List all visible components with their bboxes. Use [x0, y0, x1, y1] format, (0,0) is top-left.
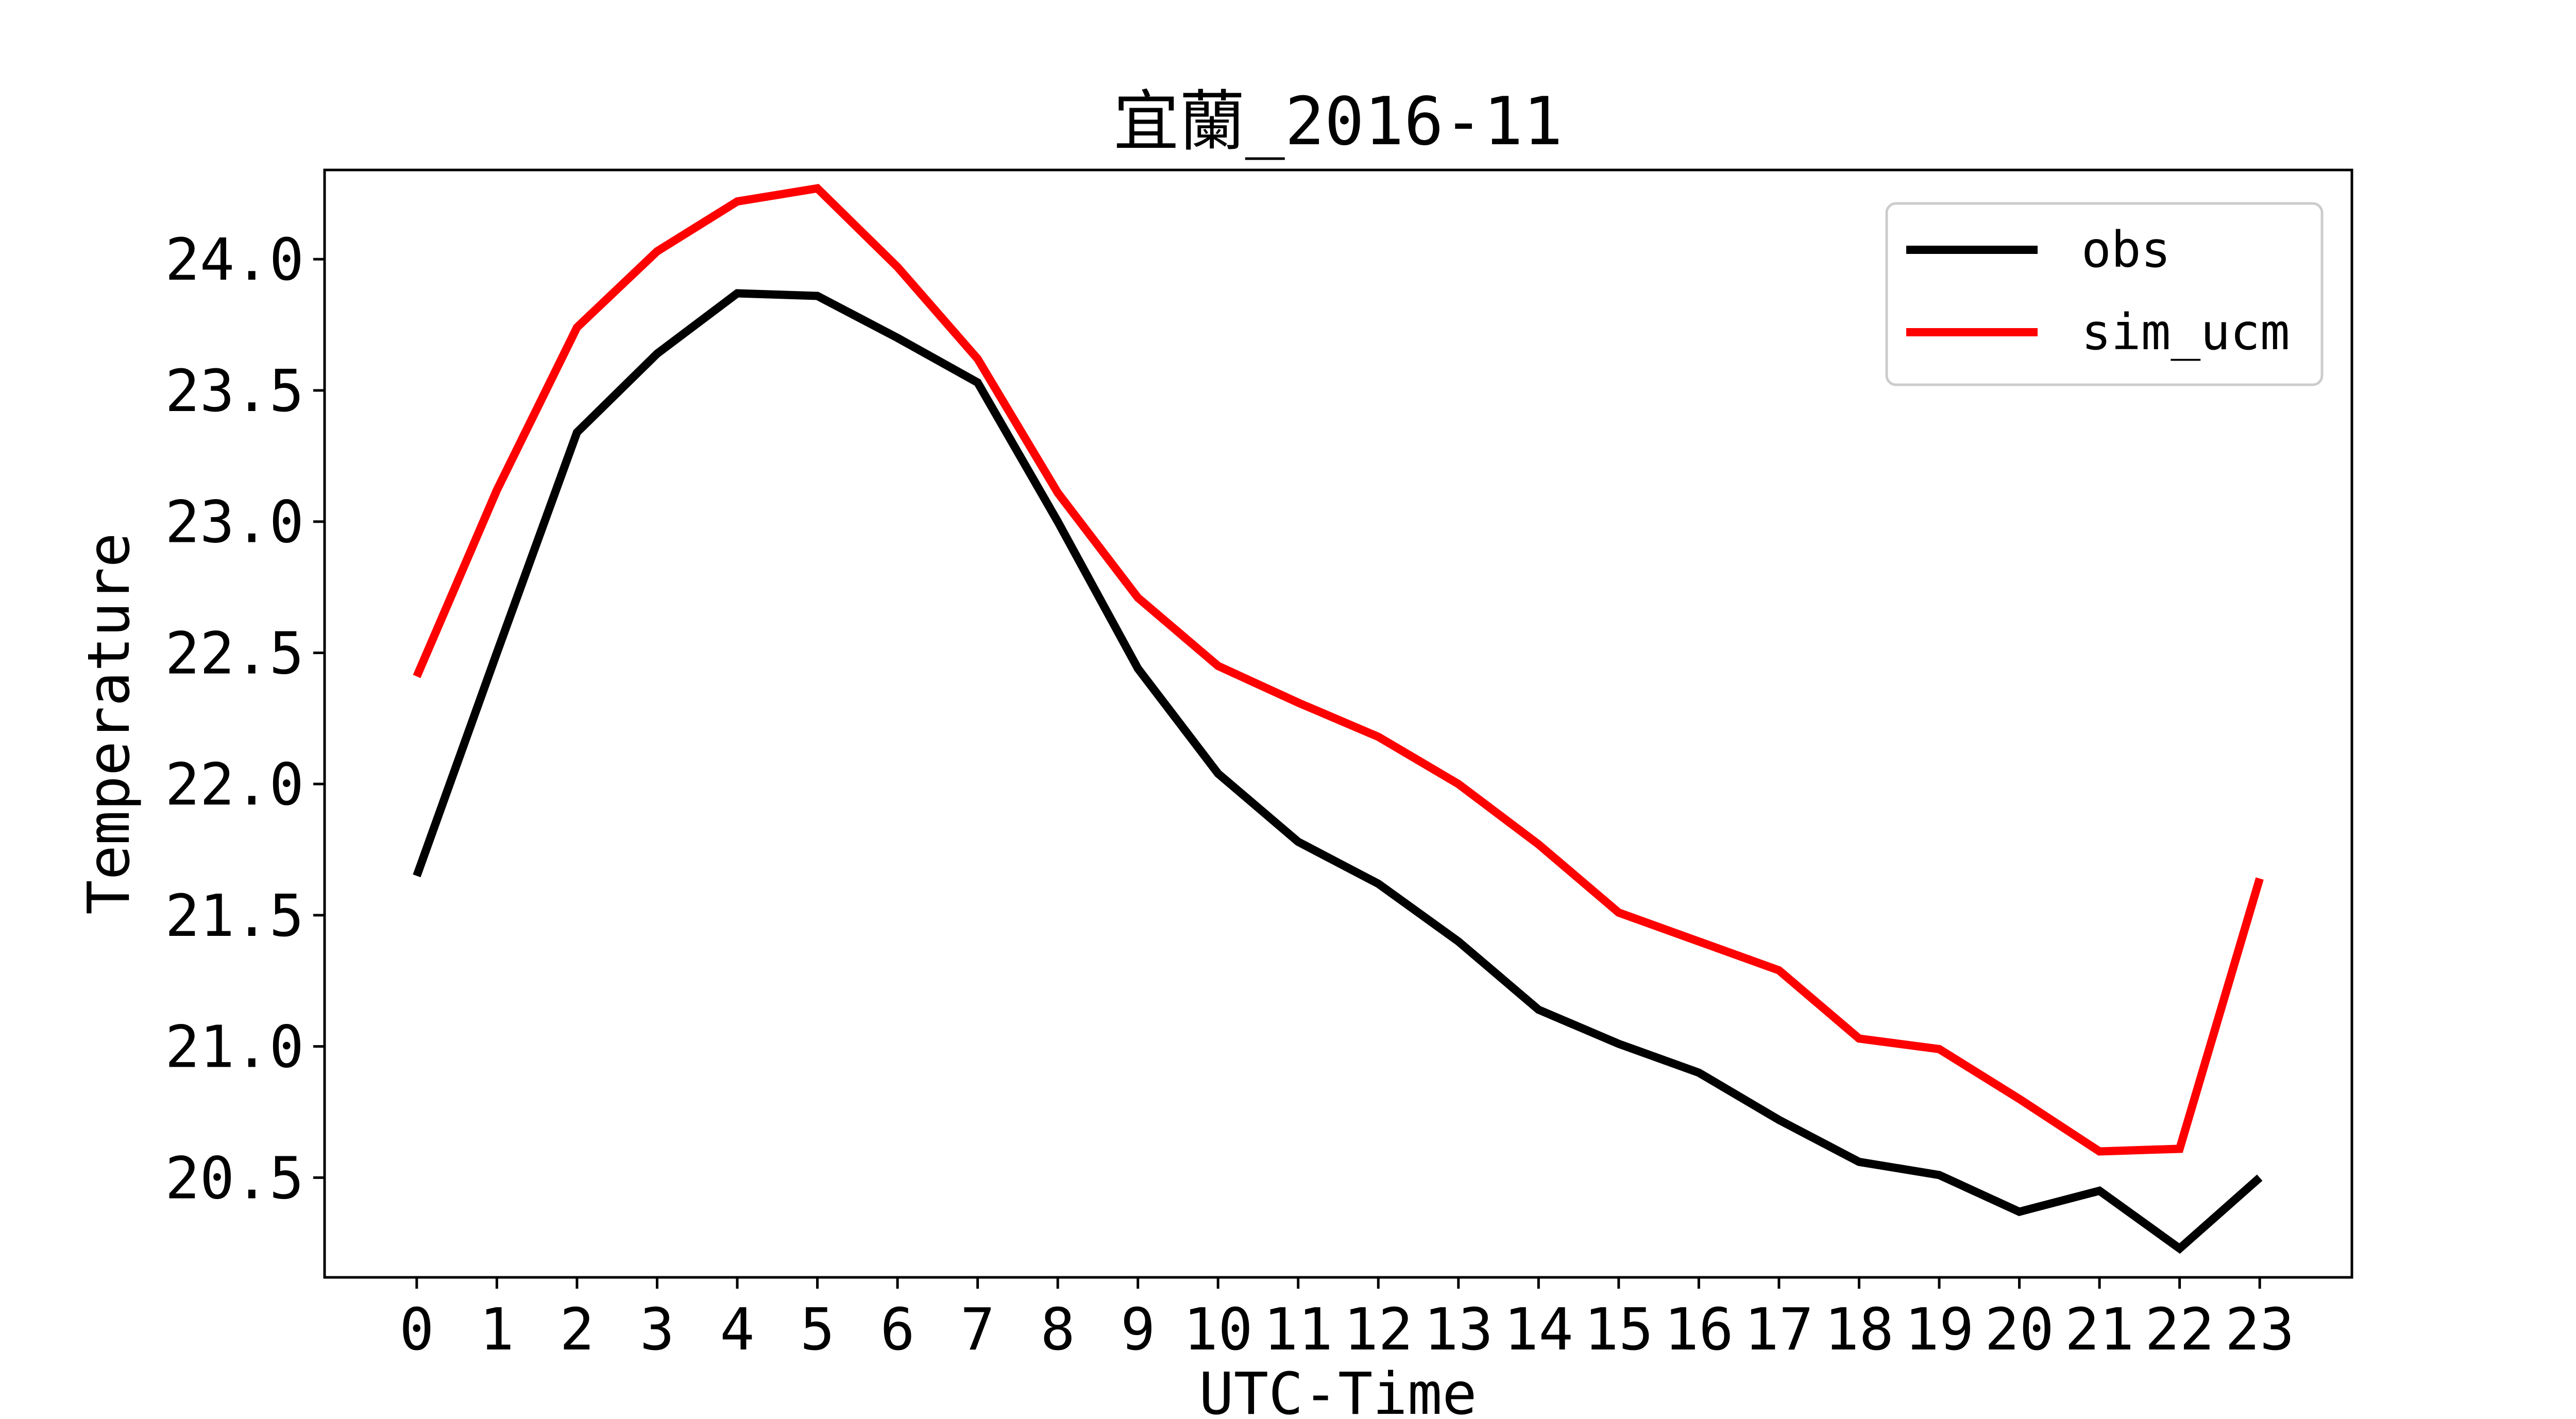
x-tick-label: 21 [2065, 1296, 2134, 1363]
x-axis-label: UTC-Time [1199, 1361, 1477, 1416]
x-tick-label: 6 [880, 1296, 914, 1363]
y-tick-label: 23.0 [165, 489, 304, 556]
x-tick-label: 19 [1905, 1296, 1974, 1363]
x-tick-label: 22 [2145, 1296, 2214, 1363]
x-tick-label: 0 [399, 1296, 434, 1363]
x-tick-label: 10 [1183, 1296, 1253, 1363]
x-tick-label: 9 [1121, 1296, 1155, 1363]
legend: obs sim_ucm [1885, 202, 2324, 386]
x-tick-label: 17 [1744, 1296, 1814, 1363]
x-tick-label: 13 [1423, 1296, 1493, 1363]
y-tick-label: 23.5 [165, 358, 304, 425]
x-tick-label: 2 [560, 1296, 594, 1363]
series-line-obs [413, 289, 2263, 1254]
x-tick-label: 3 [640, 1296, 674, 1363]
x-tick-label: 14 [1504, 1296, 1573, 1363]
plot-series [413, 184, 2264, 1254]
y-tick-label: 22.5 [165, 620, 304, 687]
x-tick-label: 16 [1664, 1296, 1734, 1363]
x-tick-label: 5 [800, 1296, 835, 1363]
y-tick-label: 21.0 [165, 1014, 304, 1081]
x-tick-label: 15 [1584, 1296, 1653, 1363]
chart-title: 宜蘭_2016-11 [1113, 83, 1563, 160]
axes-ticks: 0 1 2 3 4 5 6 7 8 9 10 11 12 13 14 15 16 17 18 19 20 21 22 2320… [165, 227, 2294, 1363]
x-tick-label: 8 [1040, 1296, 1075, 1363]
x-tick-label: 11 [1263, 1296, 1333, 1363]
series-line-sim-ucm [413, 184, 2264, 1156]
y-axis-label: Temperature [76, 533, 143, 915]
x-tick-label: 7 [960, 1296, 995, 1363]
legend-label-sim-ucm: sim_ucm [2081, 303, 2290, 361]
x-tick-label: 4 [720, 1296, 754, 1363]
y-tick-label: 24.0 [165, 227, 304, 294]
plot-area-frame [323, 168, 2353, 1279]
x-tick-label: 1 [480, 1296, 514, 1363]
x-tick-label: 23 [2225, 1296, 2295, 1363]
y-tick-label: 20.5 [165, 1145, 304, 1212]
x-tick-label: 20 [1985, 1296, 2054, 1363]
x-tick-label: 12 [1344, 1296, 1413, 1363]
y-tick-label: 21.5 [165, 883, 304, 950]
x-tick-label: 18 [1824, 1296, 1894, 1363]
y-tick-label: 22.0 [165, 751, 304, 818]
legend-label-obs: obs [2081, 221, 2171, 279]
